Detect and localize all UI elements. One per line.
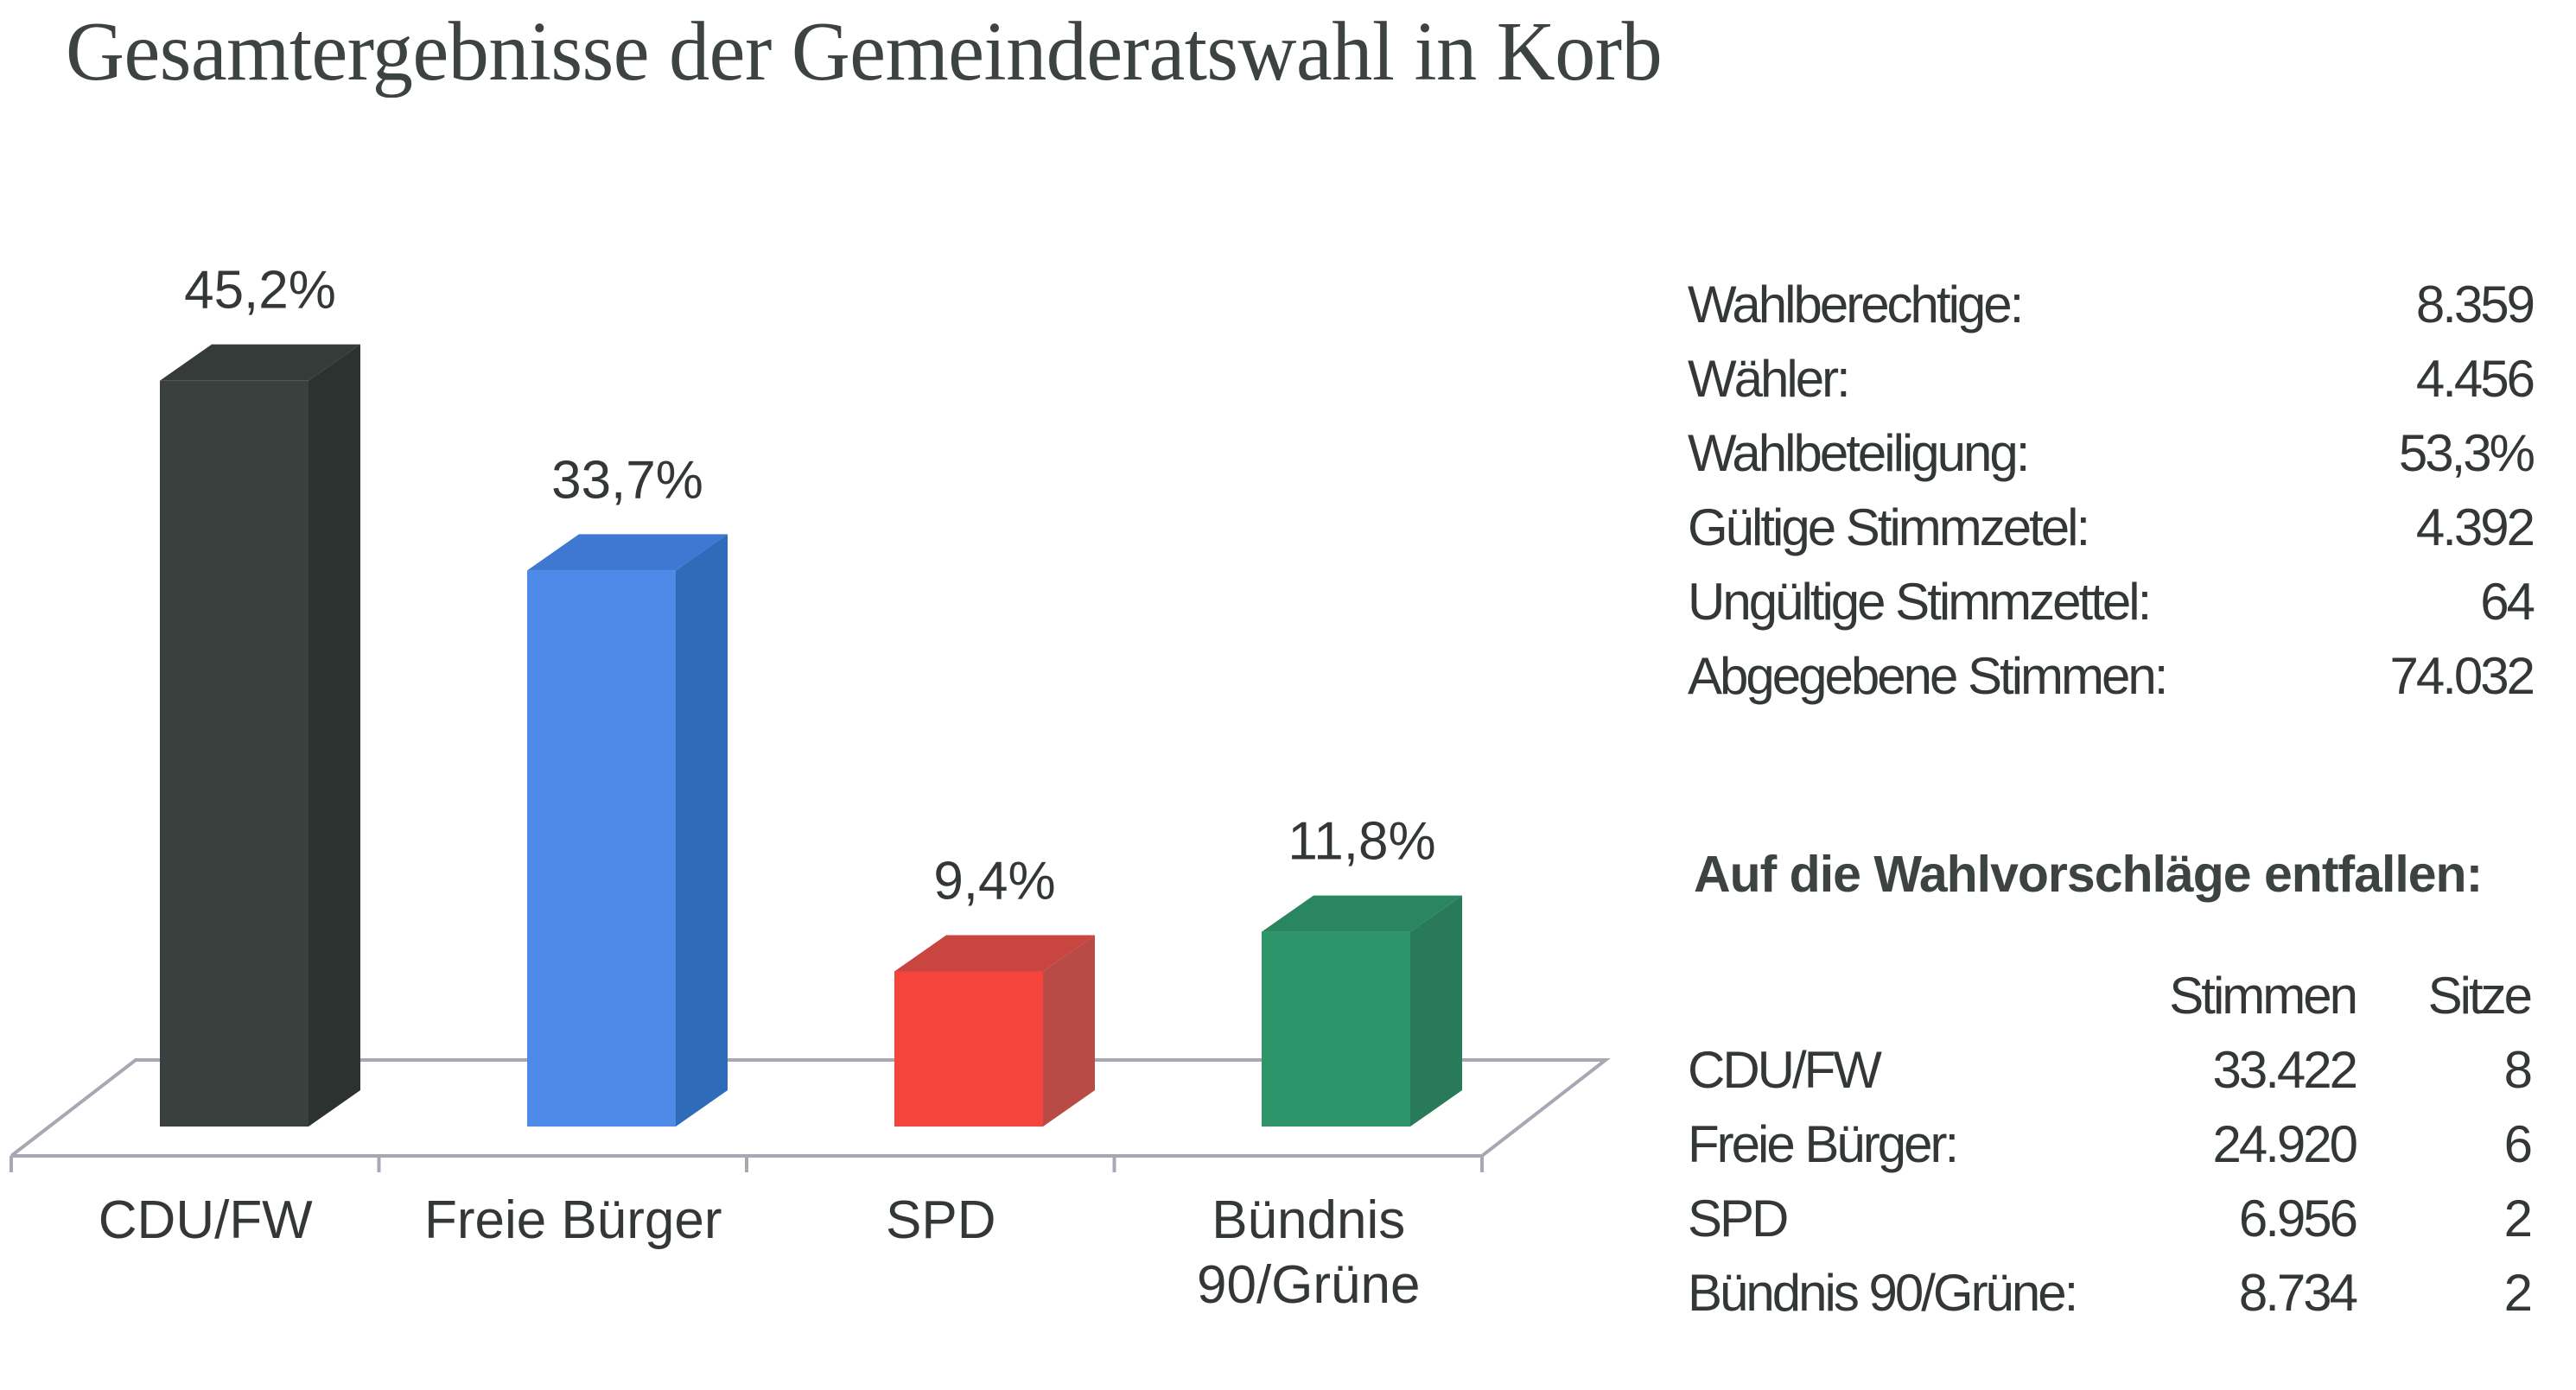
bar-front — [527, 570, 676, 1127]
bar-b-ndnis-90-gr-ne — [1262, 895, 1462, 1127]
category-label: 90/Grüne — [1197, 1255, 1421, 1315]
chart-floor — [10, 1058, 1611, 1172]
party-seats: 2 — [2503, 1264, 2533, 1322]
stat-row-voters: Wähler: 4.456 — [1688, 349, 2535, 423]
table-row: SPD 6.956 2 — [1688, 1189, 2533, 1263]
stat-label: Wahlbeteiligung: — [1688, 424, 2030, 482]
party-seats: 6 — [2503, 1115, 2533, 1173]
election-stats: Wahlberechtige: 8.359 Wähler: 4.456 Wahl… — [1688, 275, 2535, 720]
bar-chart: 45,2% 33,7% 9,4% 11,8% CDU/FW Freie Bürger SP… — [10, 261, 1611, 1315]
party-votes: 8.734 — [2238, 1264, 2358, 1322]
bar-cdu-fw — [160, 344, 360, 1127]
stat-label: Ungültige Stimmzettel: — [1688, 573, 2152, 631]
stat-row-invalid-ballots: Ungültige Stimmzettel: 64 — [1688, 572, 2535, 646]
bar-spd — [894, 935, 1095, 1127]
bar-freie-b-rger — [527, 534, 728, 1127]
floor-outline — [10, 1058, 1611, 1158]
party-name: SPD — [1688, 1190, 1789, 1247]
stat-row-votes-cast: Abgegebene Stimmen: 74.032 — [1688, 646, 2535, 720]
party-votes: 24.920 — [2212, 1115, 2358, 1173]
stat-label: Gültige Stimmzetel: — [1688, 498, 2090, 556]
bar-top — [1262, 895, 1462, 932]
party-name: Freie Bürger: — [1688, 1115, 1959, 1173]
stat-label: Wähler: — [1688, 350, 1851, 408]
category-label: Freie Bürger — [424, 1190, 722, 1250]
stat-value: 4.392 — [2415, 498, 2535, 556]
party-votes: 33.422 — [2212, 1041, 2358, 1099]
stat-value: 74.032 — [2389, 647, 2535, 705]
bars-group — [160, 344, 1462, 1127]
table-row: Freie Bürger: 24.920 6 — [1688, 1114, 2533, 1189]
bar-side — [308, 344, 360, 1127]
bar-top — [527, 534, 728, 571]
bar-side — [1043, 935, 1095, 1127]
allocation-heading: Auf die Wahlvorschläge entfallen: — [1694, 846, 2483, 903]
category-label: CDU/FW — [99, 1190, 313, 1250]
category-label: Bündnis — [1212, 1190, 1405, 1250]
value-label: 9,4% — [933, 851, 1055, 911]
stat-row-eligible: Wahlberechtige: 8.359 — [1688, 275, 2535, 349]
bar-front — [894, 971, 1043, 1127]
stat-value: 53,3% — [2398, 424, 2535, 482]
party-name: Bündnis 90/Grüne: — [1688, 1264, 2078, 1322]
bar-top — [894, 935, 1095, 972]
table-row: CDU/FW 33.422 8 — [1688, 1040, 2533, 1114]
value-label: 11,8% — [1288, 812, 1435, 872]
party-votes: 6.956 — [2238, 1190, 2358, 1247]
column-header-votes: Stimmen — [2169, 967, 2358, 1025]
value-label: 45,2% — [184, 261, 336, 321]
value-label: 33,7% — [551, 450, 703, 510]
stat-row-turnout: Wahlbeteiligung: 53,3% — [1688, 423, 2535, 498]
allocation-table: Stimmen Sitze CDU/FW 33.422 8 Freie Bürg… — [1688, 966, 2533, 1337]
stat-value: 64 — [2480, 573, 2535, 631]
table-row: Bündnis 90/Grüne: 8.734 2 — [1688, 1263, 2533, 1337]
party-name: CDU/FW — [1688, 1041, 1882, 1099]
stat-row-valid-ballots: Gültige Stimmzetel: 4.392 — [1688, 498, 2535, 572]
bar-side — [676, 534, 728, 1127]
stat-label: Abgegebene Stimmen: — [1688, 647, 2168, 705]
stat-value: 8.359 — [2415, 276, 2535, 333]
party-seats: 8 — [2503, 1041, 2533, 1099]
party-seats: 2 — [2503, 1190, 2533, 1247]
bar-side — [1410, 895, 1462, 1127]
stat-value: 4.456 — [2415, 350, 2535, 408]
bar-front — [160, 380, 308, 1127]
page-title: Gesamtergebnisse der Gemeinderatswahl in… — [66, 5, 1663, 98]
value-labels-group: 45,2% 33,7% 9,4% 11,8% — [184, 261, 1436, 911]
bar-top — [160, 344, 360, 381]
stat-label: Wahlberechtige: — [1688, 276, 2024, 333]
category-label: SPD — [886, 1190, 995, 1250]
column-header-seats: Sitze — [2427, 967, 2533, 1025]
bar-front — [1262, 931, 1410, 1127]
allocation-header-row: Stimmen Sitze — [1688, 966, 2533, 1040]
